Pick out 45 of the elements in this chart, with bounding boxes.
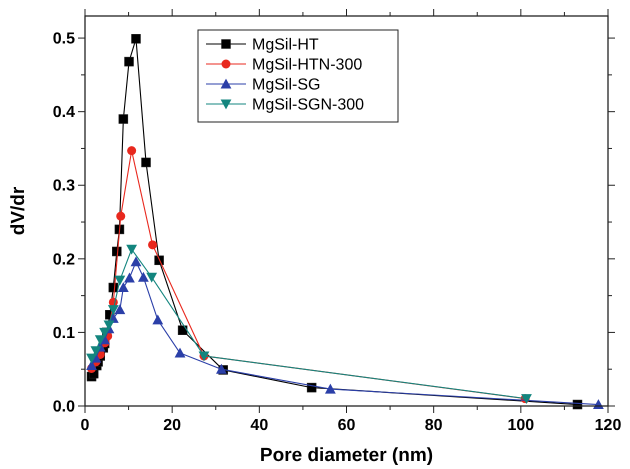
point bbox=[94, 335, 106, 346]
point bbox=[152, 314, 164, 324]
point bbox=[178, 325, 188, 335]
point bbox=[118, 114, 128, 124]
x-tick-label: 60 bbox=[338, 417, 356, 434]
x-tick-label: 0 bbox=[80, 417, 90, 434]
point bbox=[108, 305, 119, 316]
x-tick-label: 40 bbox=[250, 417, 268, 434]
point bbox=[138, 272, 149, 282]
y-tick-label: 0.0 bbox=[52, 398, 76, 416]
point bbox=[130, 256, 142, 266]
point bbox=[86, 360, 97, 370]
y-tick-label: 0.1 bbox=[52, 324, 76, 342]
legend-label: MgSil-HTN-300 bbox=[252, 56, 362, 74]
point bbox=[126, 244, 138, 255]
point bbox=[99, 328, 110, 338]
point bbox=[118, 282, 129, 292]
point bbox=[146, 272, 158, 283]
y-tick-label: 0.2 bbox=[52, 251, 76, 268]
point bbox=[127, 146, 136, 156]
legend-label: MgSil-HT bbox=[252, 36, 319, 54]
x-tick-label: 100 bbox=[507, 417, 534, 434]
x-axis-title: Pore diameter (nm) bbox=[260, 445, 434, 466]
x-tick-label: 20 bbox=[163, 417, 182, 434]
point bbox=[114, 276, 126, 286]
point bbox=[116, 212, 126, 221]
x-tick-label: 80 bbox=[424, 417, 443, 434]
y-tick-label: 0.4 bbox=[52, 104, 76, 122]
point bbox=[174, 348, 186, 358]
point bbox=[104, 320, 114, 330]
point bbox=[148, 240, 158, 250]
point bbox=[131, 34, 141, 44]
x-tick-label: 120 bbox=[594, 417, 622, 434]
y-axis-title: dV/dr bbox=[8, 186, 29, 236]
legend-label: MgSil-SGN-300 bbox=[252, 96, 364, 114]
point bbox=[90, 346, 102, 356]
y-tick-label: 0.3 bbox=[52, 178, 76, 195]
legend-label: MgSil-SG bbox=[252, 76, 320, 94]
y-tick-label: 0.5 bbox=[52, 30, 76, 48]
point bbox=[124, 56, 134, 66]
point bbox=[86, 354, 97, 364]
point bbox=[114, 304, 126, 314]
point bbox=[124, 272, 135, 282]
point bbox=[324, 384, 336, 394]
point bbox=[141, 158, 151, 168]
